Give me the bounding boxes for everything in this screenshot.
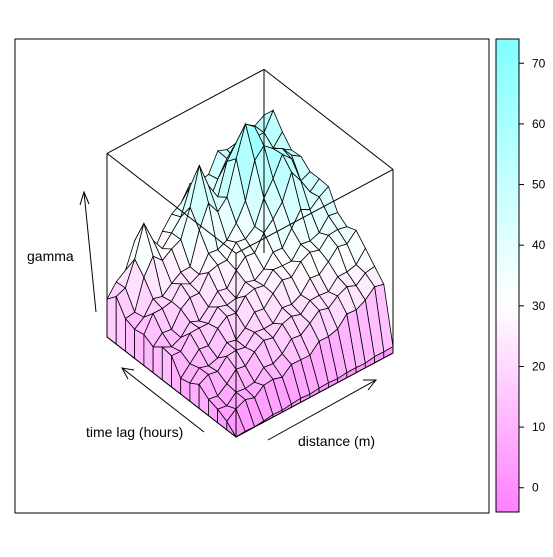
box-edge bbox=[106, 336, 237, 438]
color-key-tick-label-20: 20 bbox=[532, 359, 546, 373]
z-axis-label: gamma bbox=[27, 248, 74, 264]
color-key-tick-label-30: 30 bbox=[532, 299, 546, 313]
color-key-ticks: 0 10 20 30 40 50 60 70 bbox=[519, 56, 546, 495]
y-axis-arrow bbox=[267, 379, 378, 441]
color-key-tick-label-70: 70 bbox=[532, 56, 546, 70]
y-axis-label: distance (m) bbox=[298, 433, 375, 449]
box-edge bbox=[263, 69, 394, 170]
x-axis-arrow bbox=[121, 367, 205, 433]
box-edge bbox=[235, 168, 394, 254]
z-axis-arrow bbox=[79, 190, 97, 313]
bounding-box bbox=[106, 68, 394, 438]
surface-side-facet bbox=[106, 295, 117, 345]
color-key-bar bbox=[495, 38, 520, 513]
color-key-tick-label-60: 60 bbox=[532, 117, 546, 131]
plot-panel-border bbox=[14, 38, 490, 514]
color-key-tick-label-40: 40 bbox=[532, 238, 546, 252]
box-edge bbox=[235, 352, 394, 438]
color-key-tick-label-0: 0 bbox=[532, 481, 539, 495]
color-key-tick-label-10: 10 bbox=[532, 420, 546, 434]
surface-side-facet bbox=[152, 346, 163, 381]
color-key-tick-label-50: 50 bbox=[532, 178, 546, 192]
surface-layer bbox=[106, 109, 394, 438]
surface-side-facet bbox=[134, 328, 145, 367]
x-axis-label: time lag (hours) bbox=[86, 424, 183, 440]
box-edge bbox=[106, 153, 237, 254]
box-edge bbox=[106, 68, 265, 154]
